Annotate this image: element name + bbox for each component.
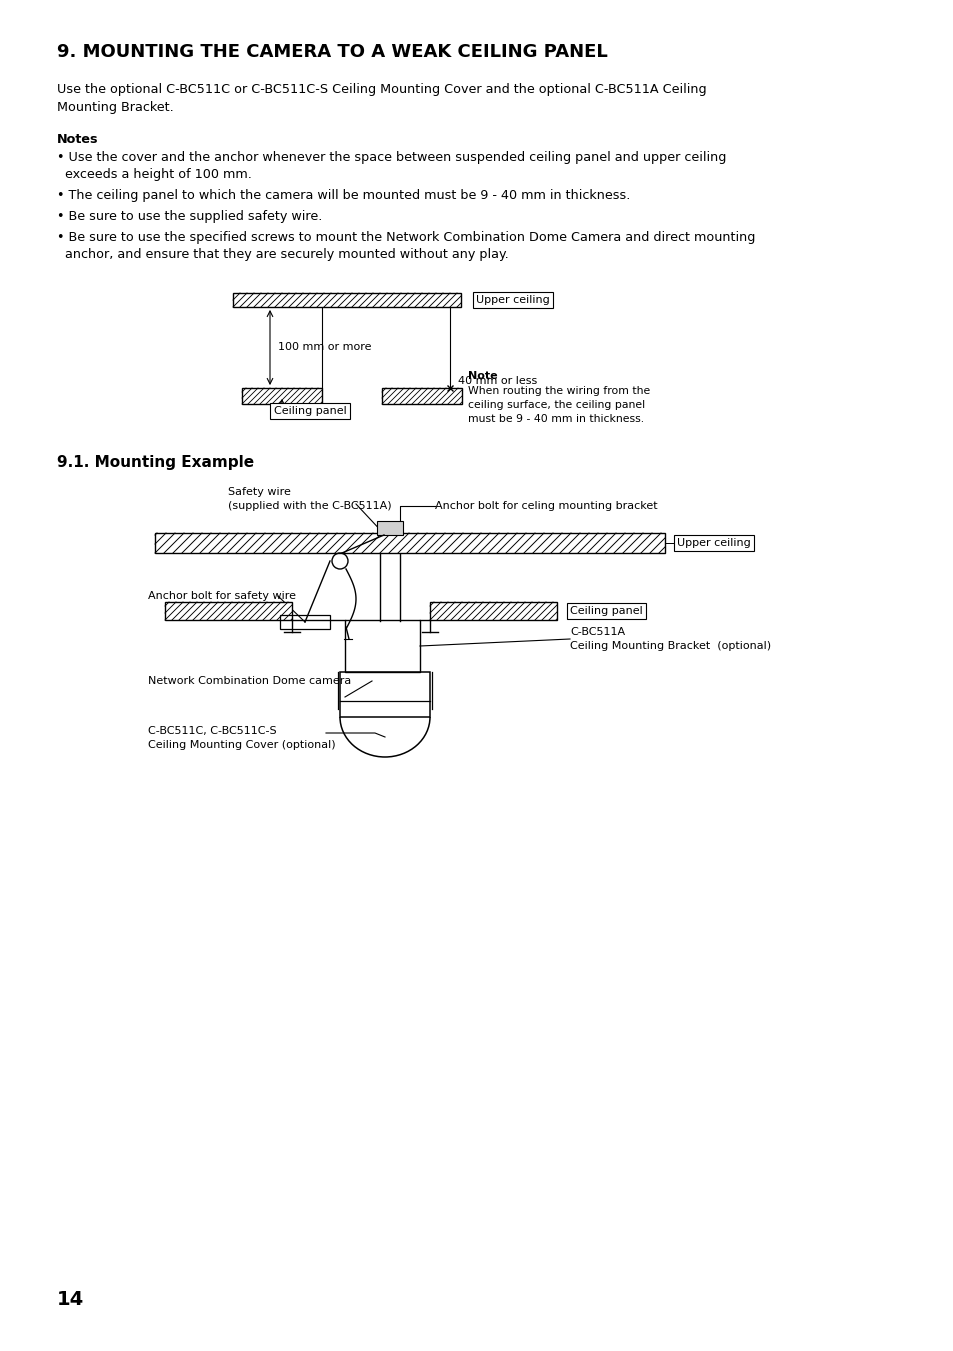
Bar: [345, 620, 419, 671]
Text: Ceiling panel: Ceiling panel: [569, 607, 642, 616]
Text: Use the optional C-BC511C or C-BC511C-S Ceiling Mounting Cover and the optional : Use the optional C-BC511C or C-BC511C-S …: [57, 82, 706, 96]
Text: • Be sure to use the supplied safety wire.: • Be sure to use the supplied safety wir…: [57, 209, 322, 223]
Bar: [233, 293, 460, 307]
Text: 40 mm or less: 40 mm or less: [457, 376, 537, 386]
Bar: [280, 615, 330, 630]
Text: Upper ceiling: Upper ceiling: [476, 295, 549, 305]
Text: Anchor bolt for safety wire: Anchor bolt for safety wire: [148, 590, 295, 601]
Text: • The ceiling panel to which the camera will be mounted must be 9 - 40 mm in thi: • The ceiling panel to which the camera …: [57, 189, 630, 203]
Bar: [381, 388, 461, 404]
Text: C-BC511C, C-BC511C-S
Ceiling Mounting Cover (optional): C-BC511C, C-BC511C-S Ceiling Mounting Co…: [148, 725, 335, 750]
Text: 9. MOUNTING THE CAMERA TO A WEAK CEILING PANEL: 9. MOUNTING THE CAMERA TO A WEAK CEILING…: [57, 43, 607, 61]
Text: • Use the cover and the anchor whenever the space between suspended ceiling pane: • Use the cover and the anchor whenever …: [57, 151, 725, 163]
Bar: [242, 388, 322, 404]
Bar: [154, 534, 664, 553]
Bar: [165, 603, 292, 620]
Text: Anchor bolt for celing mounting bracket: Anchor bolt for celing mounting bracket: [435, 501, 657, 511]
Text: Upper ceiling: Upper ceiling: [677, 538, 750, 549]
Text: When routing the wiring from the
ceiling surface, the ceiling panel
must be 9 - : When routing the wiring from the ceiling…: [468, 386, 650, 424]
Text: C-BC511A
Ceiling Mounting Bracket  (optional): C-BC511A Ceiling Mounting Bracket (optio…: [569, 627, 770, 651]
Text: Ceiling panel: Ceiling panel: [274, 407, 346, 416]
Text: 9.1. Mounting Example: 9.1. Mounting Example: [57, 455, 253, 470]
Text: Note: Note: [468, 372, 497, 381]
Text: Network Combination Dome camera: Network Combination Dome camera: [148, 676, 351, 686]
Text: exceeds a height of 100 mm.: exceeds a height of 100 mm.: [57, 168, 252, 181]
Bar: [430, 603, 557, 620]
Text: anchor, and ensure that they are securely mounted without any play.: anchor, and ensure that they are securel…: [57, 249, 508, 261]
Text: Mounting Bracket.: Mounting Bracket.: [57, 101, 173, 113]
Text: • Be sure to use the specified screws to mount the Network Combination Dome Came: • Be sure to use the specified screws to…: [57, 231, 755, 245]
Bar: [339, 671, 430, 717]
Bar: [376, 521, 402, 535]
Text: 100 mm or more: 100 mm or more: [277, 343, 371, 353]
Text: 14: 14: [57, 1290, 84, 1309]
Text: Safety wire
(supplied with the C-BC511A): Safety wire (supplied with the C-BC511A): [228, 486, 392, 511]
Text: Notes: Notes: [57, 132, 98, 146]
